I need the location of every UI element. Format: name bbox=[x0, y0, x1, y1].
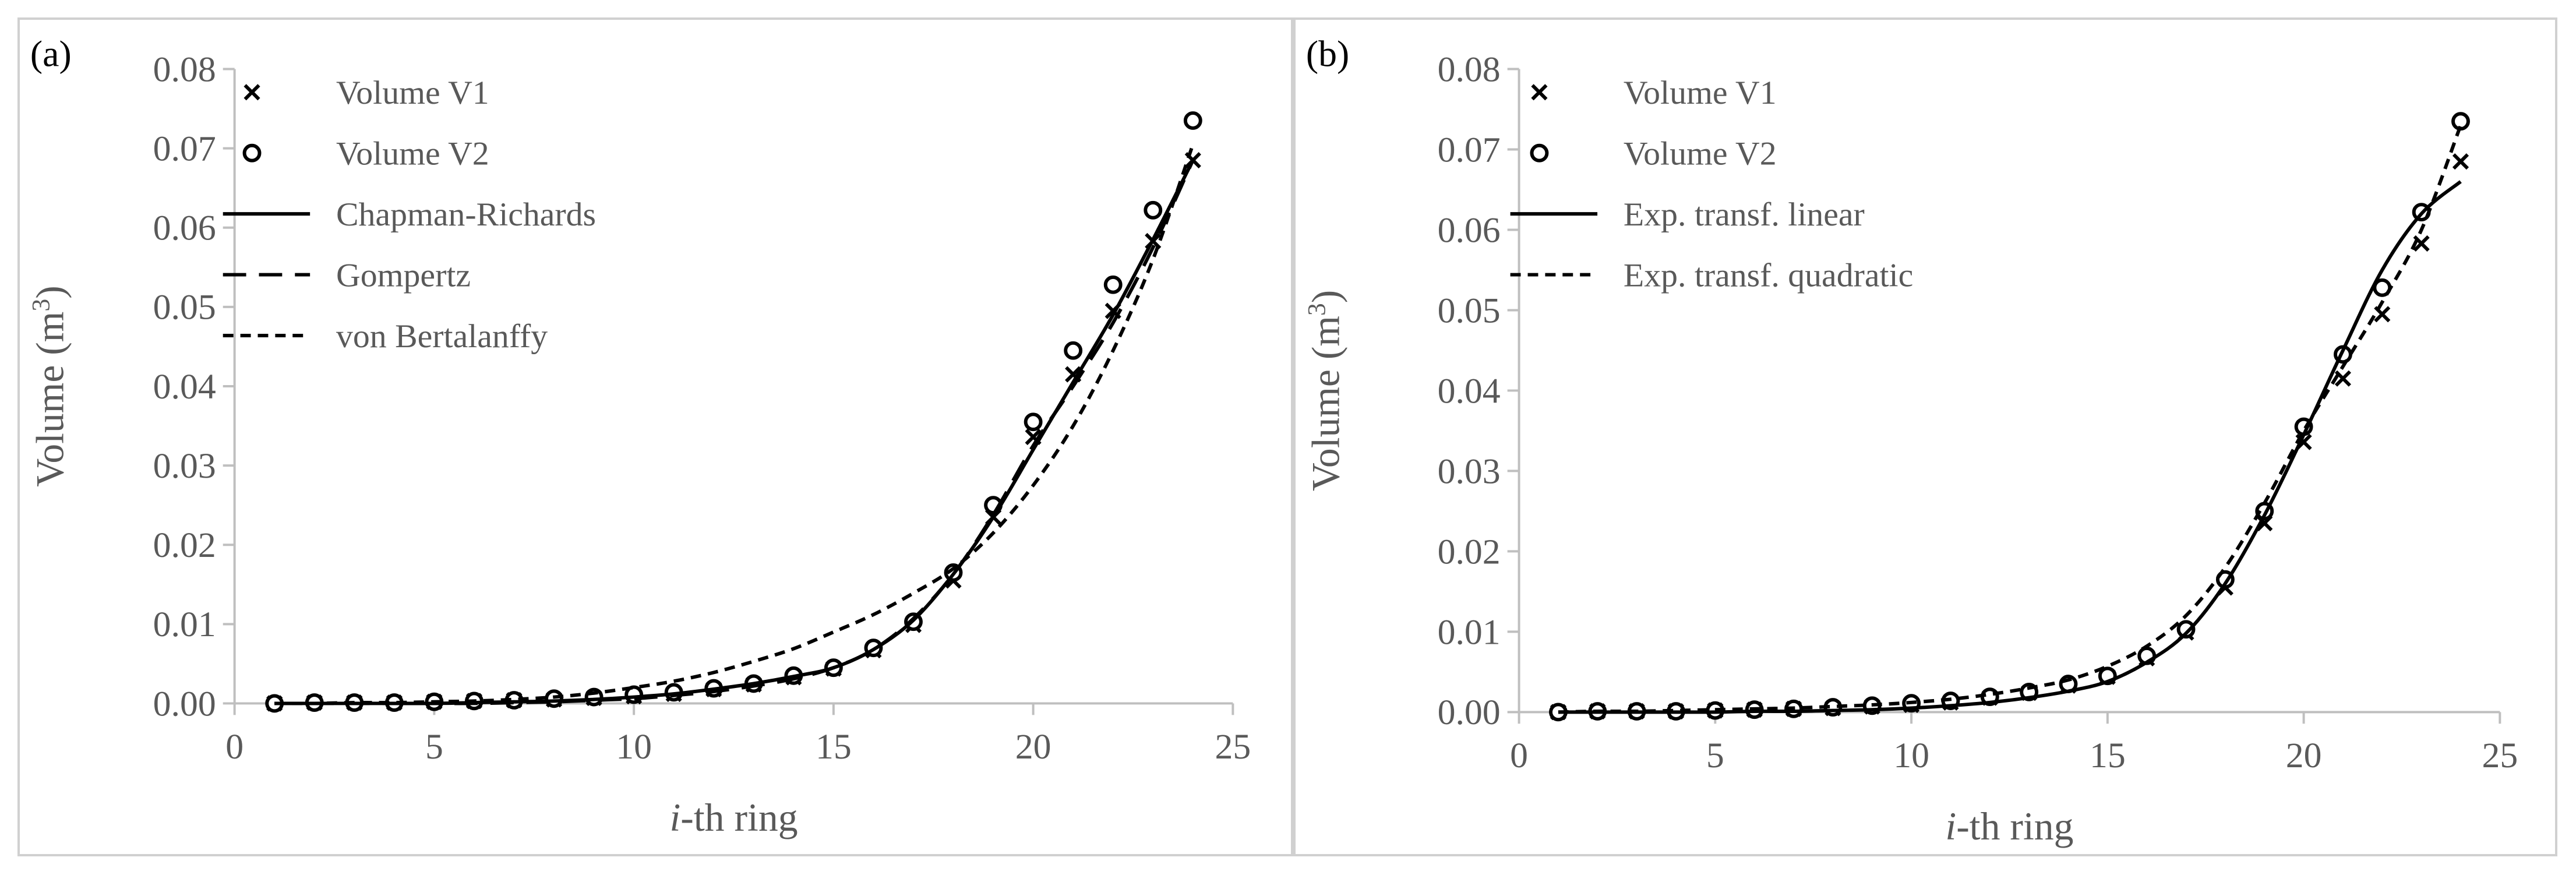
chart-a-y-tick-label: 0.01 bbox=[153, 605, 216, 644]
chart-b-series-volume-v1-point bbox=[2413, 235, 2430, 252]
chart-a-y-tick-label: 0.00 bbox=[153, 684, 216, 724]
chart-a-series-von-bertalanffy-line bbox=[274, 143, 1195, 705]
chart-a-series-chapman-richards-line bbox=[274, 159, 1195, 705]
chart-b-series-volume-v1-point bbox=[2452, 153, 2469, 170]
chart-a-y-tick-label: 0.07 bbox=[153, 129, 216, 169]
chart-b-series-exp-transf-linear-line bbox=[1558, 180, 2462, 714]
chart-a-legend-volume-v1-swatch bbox=[244, 84, 260, 101]
chart-b-panel-letter: (b) bbox=[1306, 33, 1349, 75]
chart-b-svg: (b) 0.00 0.01 0.02 0.03 0.04 0.05 0.06 0.07 0.08 0… bbox=[1303, 33, 2518, 849]
chart-a-y-tick-label: 0.04 bbox=[153, 367, 216, 407]
chart-b-series-volume-v1-point bbox=[2334, 370, 2352, 387]
chart-a-x-tick-label: 10 bbox=[616, 727, 652, 767]
chart-a-x-tick-label: 5 bbox=[425, 727, 443, 767]
chart-b-legend-exp-transf-quadratic-label: Exp. transf. quadratic bbox=[1624, 257, 1913, 294]
chart-a-panel-letter: (a) bbox=[30, 33, 72, 75]
chart-b-y-tick-label: 0.08 bbox=[1438, 50, 1501, 89]
chart-a-y-axis-label: Volume (m3) bbox=[27, 285, 72, 486]
chart-a-legend-von-bertalanffy-label: von Bertalanffy bbox=[336, 318, 548, 355]
chart-b-legend-volume-v1-label: Volume V1 bbox=[1624, 75, 1777, 111]
chart-a-y-tick-label: 0.06 bbox=[153, 209, 216, 248]
chart-a-series-volume-v2-point bbox=[1183, 111, 1202, 130]
chart-a-x-tick-label: 25 bbox=[1215, 727, 1251, 767]
chart-a-legend-volume-v2-label: Volume V2 bbox=[336, 136, 489, 172]
chart-a-x-tick-label: 20 bbox=[1015, 727, 1051, 767]
chart-b-legend-exp-transf-linear-label: Exp. transf. linear bbox=[1624, 196, 1865, 233]
chart-b-legend-volume-v2-swatch bbox=[1530, 143, 1549, 163]
chart-b-y-tick-label: 0.07 bbox=[1438, 130, 1501, 170]
chart-a-legend-volume-v1-label: Volume V1 bbox=[336, 75, 489, 111]
chart-a-y-tick-label: 0.05 bbox=[153, 288, 216, 327]
chart-b-y-tick-label: 0.01 bbox=[1438, 612, 1501, 652]
chart-b-x-tick-label: 10 bbox=[1893, 736, 1929, 775]
chart-b-x-axis-label: i-th ring bbox=[1945, 805, 2073, 848]
chart-b-y-axis-label: Volume (m3) bbox=[1303, 290, 1348, 492]
chart-b-x-tick-label: 25 bbox=[2482, 736, 2518, 775]
chart-b-y-tick-label: 0.05 bbox=[1438, 291, 1501, 330]
chart-a-legend-chapman-richards-label: Chapman-Richards bbox=[336, 196, 596, 233]
chart-b-x-tick-label: 0 bbox=[1510, 736, 1528, 775]
chart-a-y-tick-label: 0.03 bbox=[153, 446, 216, 486]
chart-a-legend-volume-v2-swatch bbox=[242, 143, 262, 163]
chart-a-svg: (a) 0.00 0.01 0.02 0.03 0.04 0.05 0.06 0.07 0.08 0… bbox=[27, 33, 1251, 840]
chart-b-series-volume-v2-point bbox=[2176, 620, 2196, 639]
chart-b-y-tick-label: 0.04 bbox=[1438, 371, 1501, 411]
chart-a-legend: Volume V1 Volume V2 Chapman-Richards Gomper… bbox=[223, 75, 596, 355]
chart-b-x-tick-label: 15 bbox=[2090, 736, 2126, 775]
chart-a-series-gompertz-line bbox=[274, 159, 1195, 705]
chart-b-x-tick-label: 20 bbox=[2286, 736, 2322, 775]
chart-b-legend: Volume V1 Volume V2 Exp. transf. linear Exp… bbox=[1510, 75, 1913, 294]
chart-b-series-exp-transf-quadratic-line bbox=[1558, 125, 2462, 714]
chart-a-x-tick-label: 15 bbox=[816, 727, 852, 767]
chart-b-legend-volume-v1-swatch bbox=[1531, 84, 1548, 101]
chart-panel-a: (a) 0.00 0.01 0.02 0.03 0.04 0.05 0.06 0.07 0.08 0… bbox=[17, 17, 1293, 856]
chart-a-x-axis-label: i-th ring bbox=[669, 796, 797, 839]
chart-b-y-tick-label: 0.03 bbox=[1438, 451, 1501, 491]
chart-b-y-tick-label: 0.06 bbox=[1438, 210, 1501, 250]
chart-b-x-tick-label: 5 bbox=[1706, 736, 1724, 775]
chart-a-x-tick-label: 0 bbox=[225, 727, 244, 767]
chart-a-legend-gompertz-label: Gompertz bbox=[336, 257, 471, 294]
chart-b-legend-volume-v2-label: Volume V2 bbox=[1624, 136, 1777, 172]
chart-b-y-tick-label: 0.02 bbox=[1438, 532, 1501, 571]
chart-a-series-volume-v2-point bbox=[1024, 412, 1043, 432]
chart-a-series-volume-v2-point bbox=[1144, 200, 1163, 220]
chart-a-y-tick-label: 0.02 bbox=[153, 525, 216, 565]
chart-panel-b: (b) 0.00 0.01 0.02 0.03 0.04 0.05 0.06 0.07 0.08 0… bbox=[1293, 17, 2557, 856]
chart-a-series-volume-v2-point bbox=[1064, 341, 1083, 360]
chart-b-y-tick-label: 0.00 bbox=[1438, 693, 1501, 732]
chart-a-y-tick-label: 0.08 bbox=[153, 50, 216, 89]
chart-a-series-volume-v2-point bbox=[1103, 275, 1123, 294]
